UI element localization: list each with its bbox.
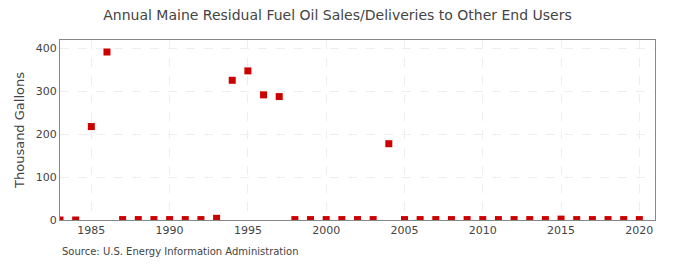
svg-text:100: 100 [36,171,57,184]
svg-text:400: 400 [36,42,57,55]
svg-text:200: 200 [36,128,57,141]
svg-text:Annual Maine Residual Fuel Oil: Annual Maine Residual Fuel Oil Sales/Del… [103,7,572,23]
svg-text:1985: 1985 [77,224,105,237]
svg-text:2020: 2020 [625,224,653,237]
svg-text:2010: 2010 [469,224,497,237]
svg-text:1990: 1990 [156,224,184,237]
svg-text:0: 0 [50,214,57,227]
svg-text:2015: 2015 [547,224,575,237]
svg-text:2005: 2005 [390,224,418,237]
svg-text:2000: 2000 [312,224,340,237]
svg-text:Source: U.S. Energy Informatio: Source: U.S. Energy Information Administ… [62,246,299,257]
svg-text:1995: 1995 [234,224,262,237]
svg-text:Thousand Gallons: Thousand Gallons [12,72,27,189]
svg-text:300: 300 [36,85,57,98]
